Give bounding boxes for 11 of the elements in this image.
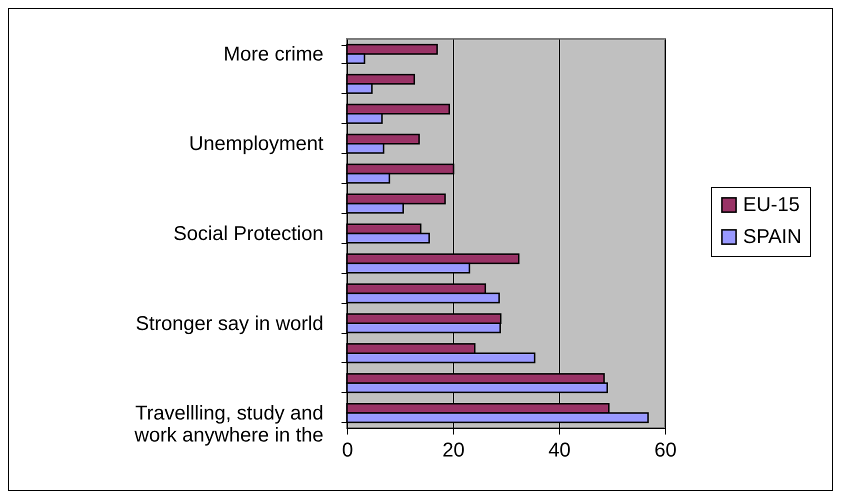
y-tick-label: Travellling, study and work anywhere in the: [134, 402, 324, 447]
y-tick-label: Unemployment: [188, 133, 324, 156]
y-tick-label: More crime: [223, 43, 324, 66]
legend-label: SPAIN: [743, 226, 802, 248]
x-tick-label: 60: [654, 440, 677, 462]
x-tick-label: 20: [442, 440, 465, 462]
y-tick-label: Stronger say in world: [136, 312, 324, 335]
legend-label: EU-15: [743, 194, 800, 216]
x-tick-label: 0: [342, 440, 354, 462]
y-tick-label: Social Protection: [173, 223, 324, 245]
x-tick-label: 40: [548, 440, 571, 462]
